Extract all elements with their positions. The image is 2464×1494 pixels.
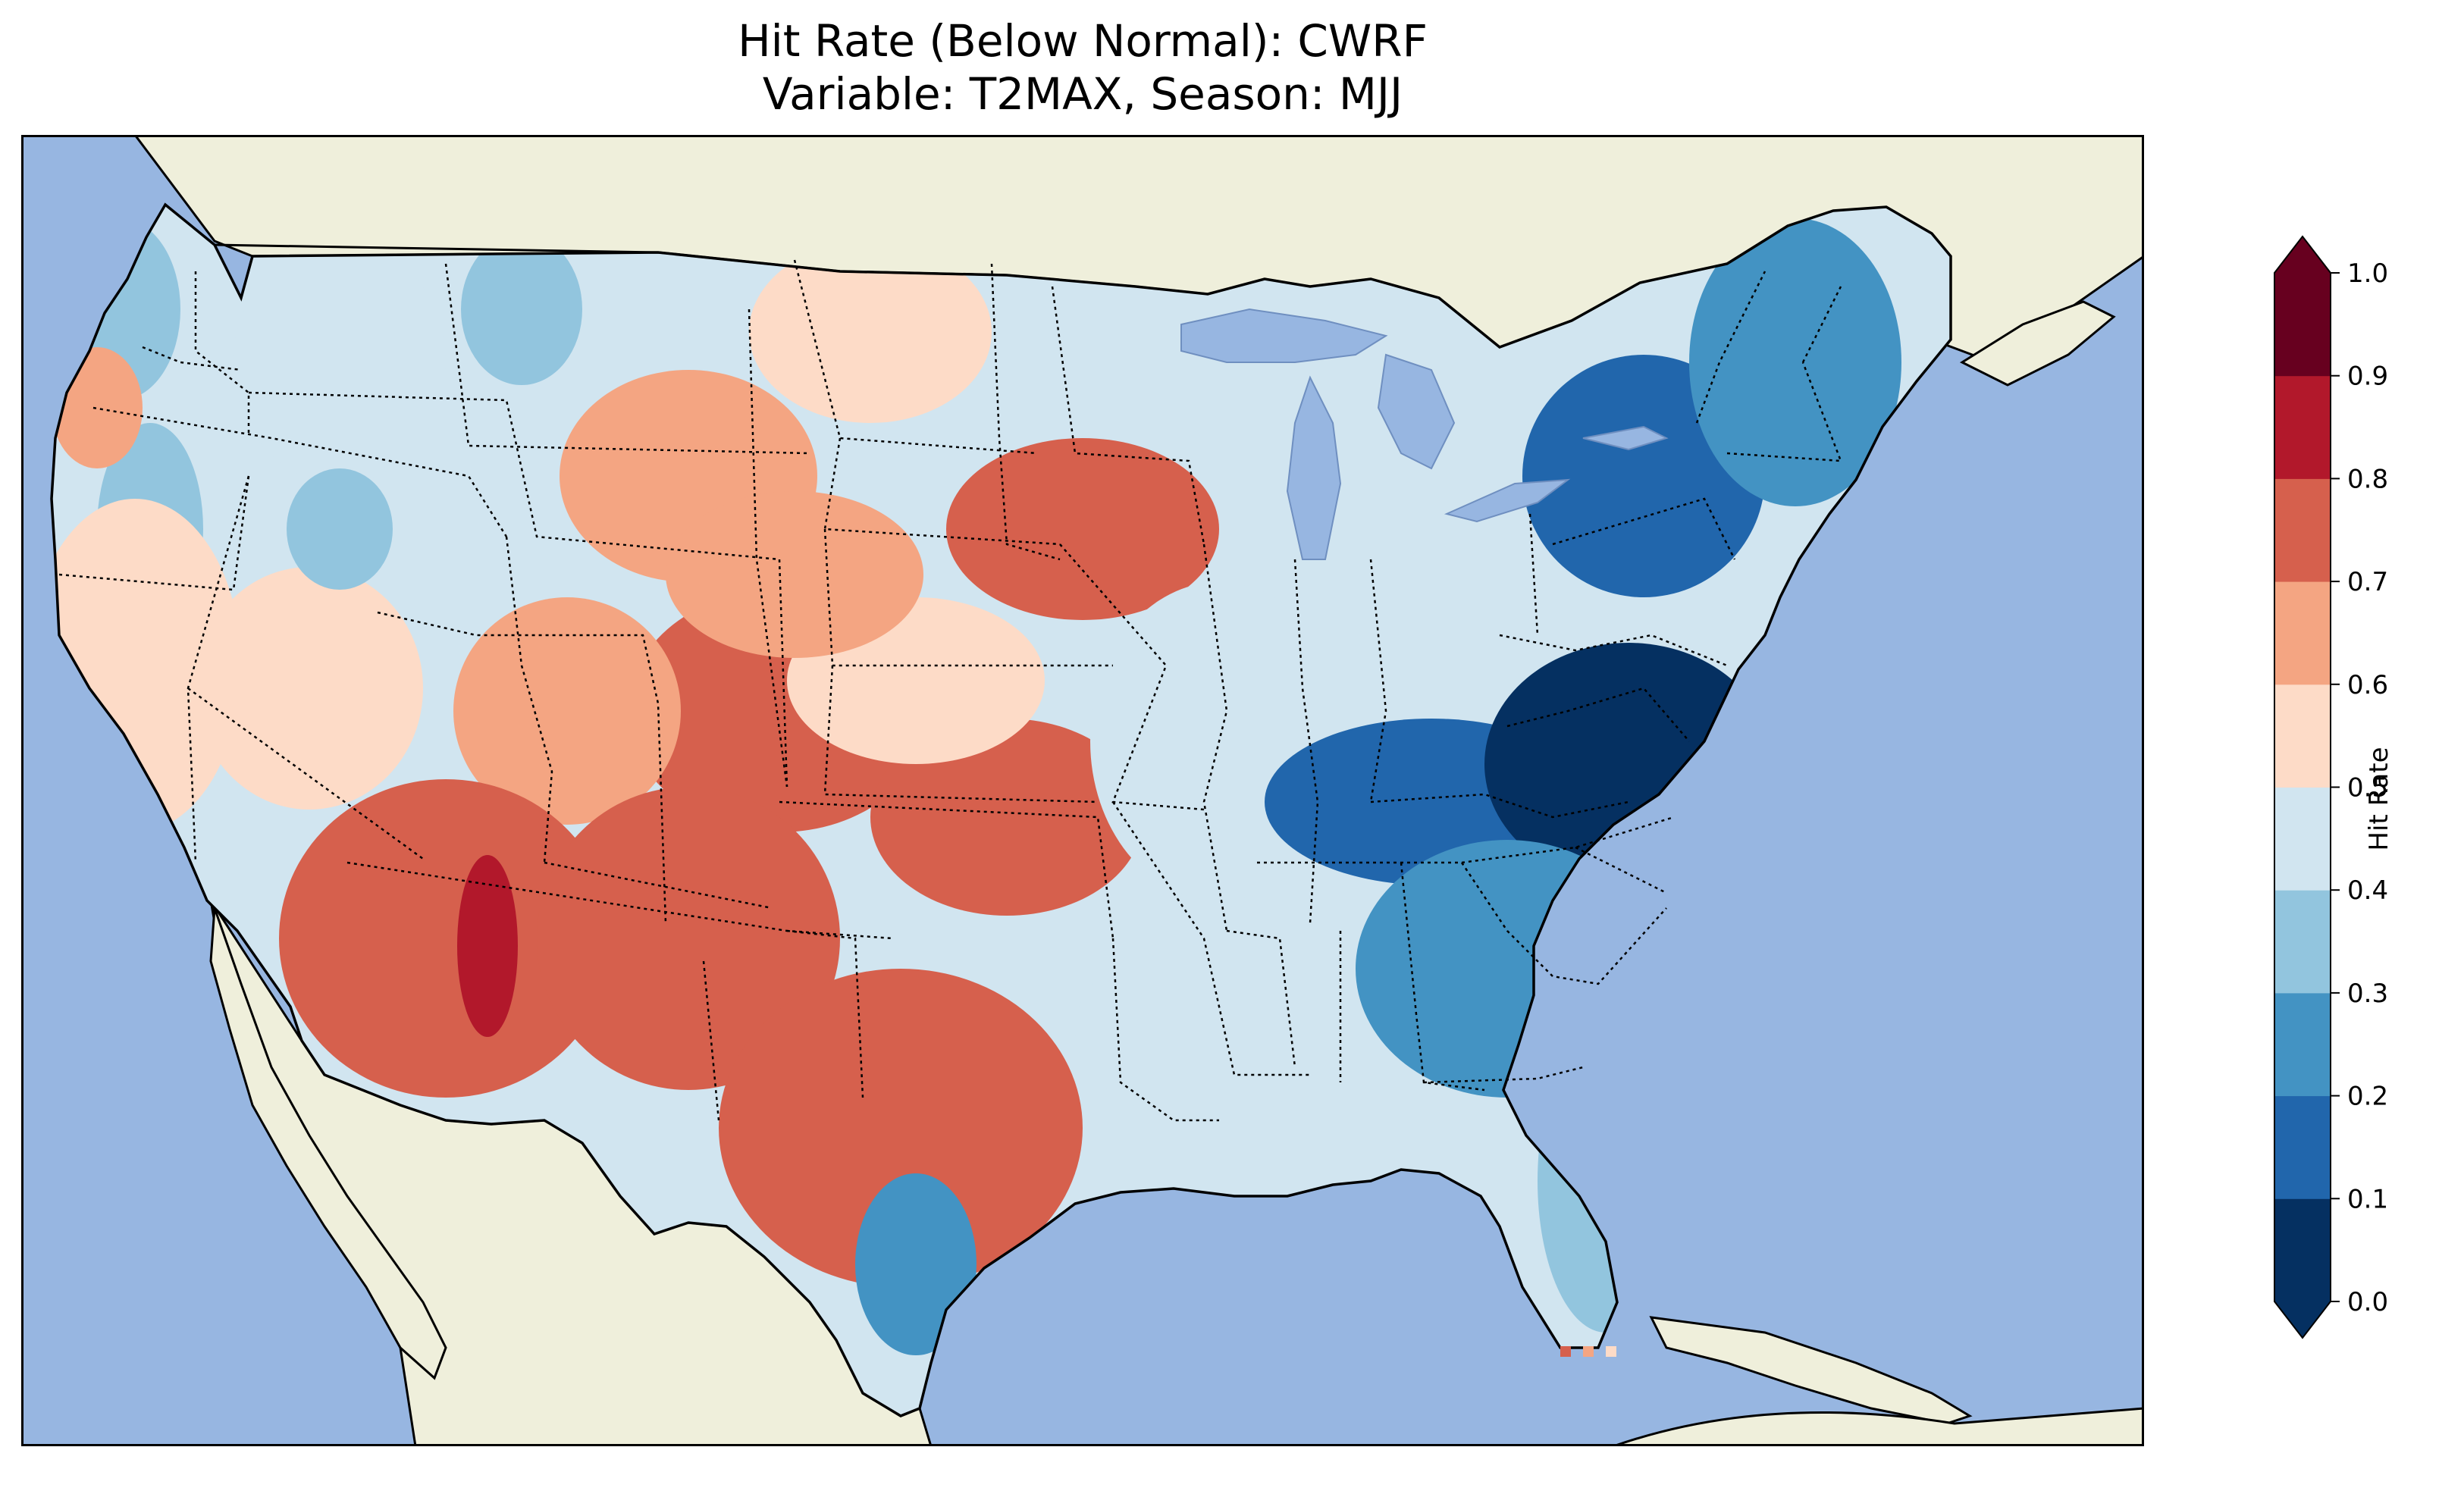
keys-cell: [1560, 1346, 1571, 1357]
colorbar-block: [2274, 375, 2331, 479]
hit-rate-region: [453, 597, 681, 825]
colorbar-ticks: 0.0 0.1 0.2 0.3 0.4 0.5 0.6 0.7 0.8 0.9 1.0: [2331, 258, 2388, 1317]
colorbar-block: [2274, 478, 2331, 582]
border-wy-ne: [748, 309, 788, 788]
florida-keys-cells: [1560, 1346, 1616, 1357]
colorbar-tick-label: 0.8: [2347, 464, 2388, 494]
colorbar-block: [2274, 1095, 2331, 1199]
colorbar-blocks: [2274, 235, 2331, 1339]
colorbar-label: Hit Rate: [2364, 747, 2394, 851]
border-tn-south: [1257, 816, 1675, 864]
hit-rate-region: [870, 719, 1143, 916]
lake-ontario: [1582, 425, 1669, 451]
baja-peninsula: [209, 907, 447, 1380]
colorbar-tick-label: 1.0: [2347, 258, 2388, 289]
border-mt-wy: [444, 263, 810, 455]
border-nh-me: [1801, 286, 1842, 363]
hit-rate-region: [279, 779, 613, 1098]
colorbar-tick-label: 0.1: [2347, 1184, 2388, 1214]
border-fl-north: [1423, 1066, 1584, 1084]
border-nd-mn: [990, 263, 1061, 561]
colorbar-extend-max: [2274, 236, 2331, 273]
hit-rate-region: [749, 241, 992, 423]
border-nc-sc: [1575, 846, 1667, 894]
map-panel[interactable]: [21, 135, 2144, 1446]
border-ma: [1726, 362, 1842, 462]
map-frame: [21, 135, 2144, 1446]
border-nv-ut-az: [377, 611, 667, 924]
border-ks-ok: [823, 665, 1099, 803]
border-mn-wi: [1051, 286, 1205, 545]
colorbar-tick-label: 0.3: [2347, 979, 2388, 1009]
border-in-oh: [1369, 559, 1387, 803]
colorbar-block: [2274, 273, 2331, 377]
state-borders: [58, 259, 1842, 1122]
border-al-ga: [1400, 862, 1485, 1092]
nova-scotia-land: [1959, 300, 2116, 387]
border-ar-la: [1111, 801, 1310, 1076]
hit-rate-region: [457, 855, 518, 1037]
colorbar-tick-label: 0.4: [2347, 875, 2388, 906]
lake-michigan: [1286, 375, 1342, 560]
border-wa-or: [92, 406, 508, 537]
hit-rate-region: [537, 787, 840, 1090]
keys-cell: [1583, 1346, 1594, 1357]
border-tx-nm: [786, 929, 864, 1098]
border-ga-sc: [1460, 862, 1667, 985]
hit-rate-field: [52, 218, 1901, 1355]
colorbar-tick-label: 0.2: [2347, 1082, 2388, 1112]
hit-rate-region: [461, 233, 582, 385]
colorbar-svg: 0.0 0.1 0.2 0.3 0.4 0.5 0.6 0.7 0.8 0.9 1.0: [2274, 235, 2388, 1339]
border-id-wy-co: [248, 391, 788, 788]
hit-rate-region: [1689, 218, 1901, 506]
hit-rate-region: [666, 491, 923, 658]
map-title: Hit Rate (Below Normal): CWRF: [738, 15, 1428, 67]
border-ia-mo: [1059, 543, 1205, 811]
hit-rate-region: [719, 969, 1083, 1287]
colorbar-block: [2274, 890, 2331, 994]
border-ky-tn: [1370, 793, 1629, 819]
south-america-land: [1613, 1407, 2144, 1446]
colorbar-block: [2274, 992, 2331, 1097]
border-la-tx: [1111, 938, 1219, 1122]
hit-rate-region: [946, 438, 1219, 620]
border-pa-ny: [1552, 497, 1736, 560]
hit-rate-region: [1075, 938, 1333, 1120]
great-lakes: [1180, 308, 1669, 560]
colorbar-block: [2274, 684, 2331, 788]
hit-rate-region: [196, 567, 423, 810]
colorbar-tick-label: 0.7: [2347, 567, 2388, 597]
map-subtitle: Variable: T2MAX, Season: MJJ: [762, 68, 1403, 120]
border-nv-ca-diag: [187, 687, 424, 860]
border-ut-az: [544, 861, 773, 910]
lake-superior: [1180, 308, 1388, 363]
colorbar-tick-label: 0.0: [2347, 1287, 2388, 1317]
hit-rate-region: [287, 468, 393, 590]
keys-cell: [1606, 1346, 1616, 1357]
border-il-in: [1293, 559, 1319, 924]
border-mo-il: [1202, 543, 1228, 932]
colorbar-block: [2274, 787, 2331, 891]
colorbar-tick-label: 0.6: [2347, 670, 2388, 700]
border-nd-sd: [793, 259, 1038, 455]
colorbar-tick-label: 0.9: [2347, 362, 2388, 392]
colorbar-tick-label: 0.5: [2347, 773, 2388, 803]
colorbar-block: [2274, 581, 2331, 685]
colorbar-block: [2274, 1198, 2331, 1302]
us-canada-border: [214, 243, 1008, 277]
map-canvas: [21, 135, 2144, 1446]
lake-erie: [1444, 478, 1571, 523]
border-ut-co: [505, 536, 553, 863]
hit-rate-region: [234, 241, 446, 484]
colorbar: 0.0 0.1 0.2 0.3 0.4 0.5 0.6 0.7 0.8 0.9 1.0 Hit Ra…: [2267, 235, 2464, 1373]
border-ny-vt: [1695, 271, 1766, 424]
lake-huron: [1377, 353, 1456, 470]
colorbar-extend-min: [2274, 1301, 2331, 1338]
